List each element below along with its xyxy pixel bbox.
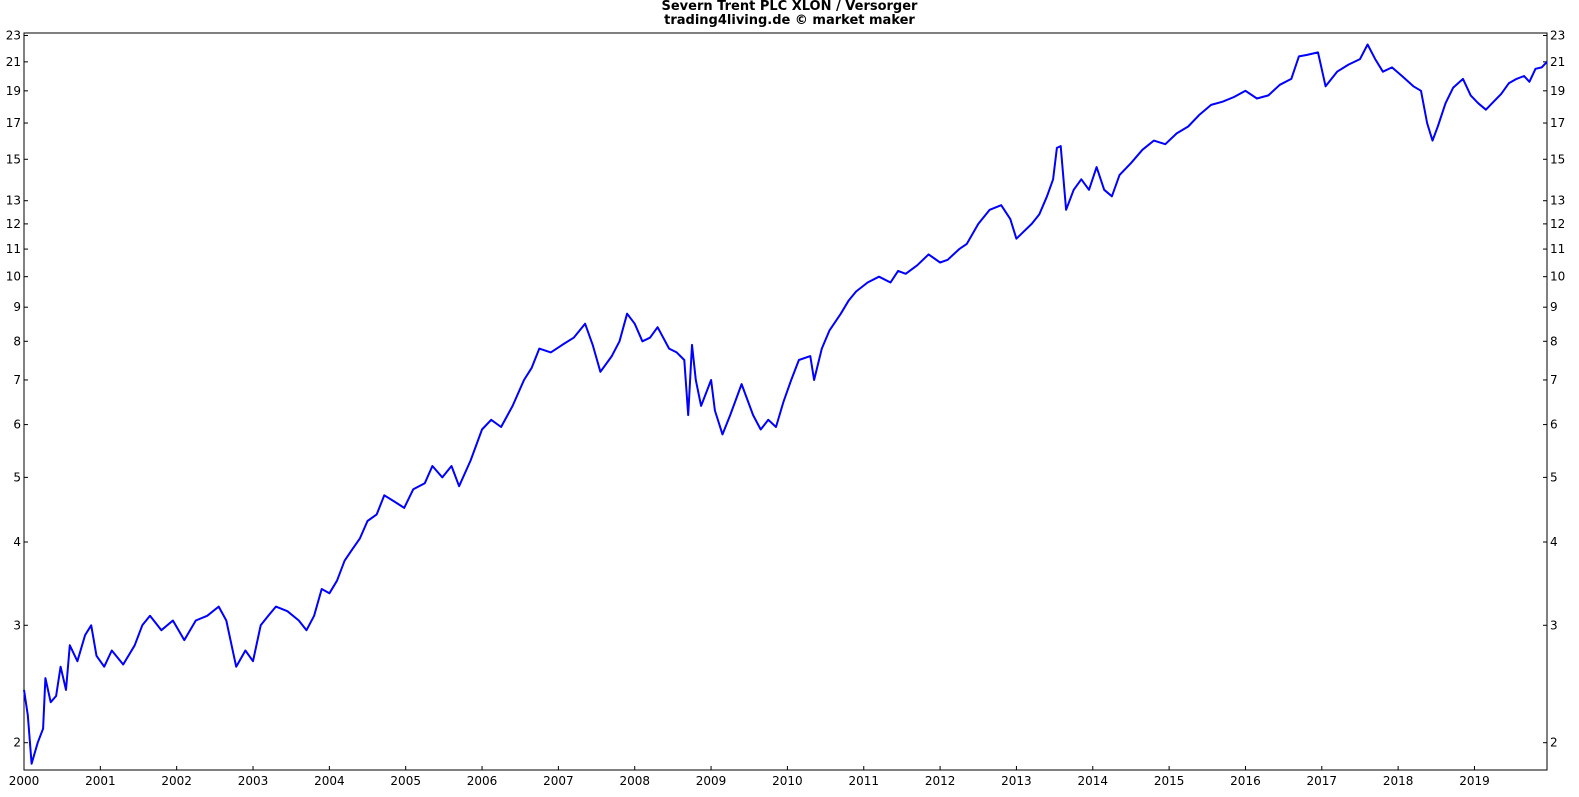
- y-tick-label-left: 12: [6, 217, 21, 231]
- x-axis: 2000 2001 2002 2003 2004 2005 2006 2007 2008 2009…: [9, 766, 1490, 788]
- x-tick-label: 2001: [85, 774, 116, 788]
- y-tick-label-right: 9: [1550, 300, 1558, 314]
- x-tick-label: 2000: [9, 774, 40, 788]
- x-tick-label: 2008: [619, 774, 650, 788]
- y-tick-label-right: 6: [1550, 418, 1558, 432]
- x-tick-label: 2019: [1459, 774, 1490, 788]
- x-tick-label: 2007: [543, 774, 574, 788]
- y-tick-label-left: 3: [13, 618, 21, 632]
- x-tick-label: 2017: [1307, 774, 1338, 788]
- y-tick-label-left: 13: [6, 194, 21, 208]
- x-tick-label: 2013: [1001, 774, 1032, 788]
- y-tick-label-right: 11: [1550, 242, 1565, 256]
- y-tick-label-left: 7: [13, 373, 21, 387]
- x-tick-label: 2006: [467, 774, 498, 788]
- x-tick-label: 2012: [925, 774, 956, 788]
- x-tick-label: 2015: [1154, 774, 1185, 788]
- y-tick-label-right: 17: [1550, 116, 1565, 130]
- plot-frame: [23, 32, 1548, 771]
- y-tick-label-left: 23: [6, 29, 21, 43]
- y-tick-label-right: 7: [1550, 373, 1558, 387]
- y-tick-label-left: 9: [13, 300, 21, 314]
- y-tick-label-left: 5: [13, 470, 21, 484]
- x-tick-label: 2011: [848, 774, 879, 788]
- x-tick-label: 2009: [696, 774, 727, 788]
- y-tick-label-right: 4: [1550, 535, 1558, 549]
- y-tick-label-right: 15: [1550, 152, 1565, 166]
- y-tick-label-right: 12: [1550, 217, 1565, 231]
- y-tick-label-left: 15: [6, 152, 21, 166]
- chart-title: Severn Trent PLC XLON / Versorger: [661, 0, 918, 14]
- chart-subtitle: trading4living.de © market maker: [664, 13, 915, 28]
- y-tick-label-right: 8: [1550, 334, 1558, 348]
- y-tick-label-right: 10: [1550, 270, 1565, 284]
- x-tick-label: 2004: [314, 774, 345, 788]
- x-tick-label: 2003: [238, 774, 269, 788]
- y-tick-label-left: 11: [6, 242, 21, 256]
- y-tick-label-right: 3: [1550, 618, 1558, 632]
- y-tick-label-left: 10: [6, 270, 21, 284]
- y-tick-label-left: 2: [13, 736, 21, 750]
- y-tick-label-right: 2: [1550, 736, 1558, 750]
- x-tick-label: 2014: [1077, 774, 1108, 788]
- x-tick-label: 2010: [772, 774, 803, 788]
- x-tick-label: 2005: [390, 774, 421, 788]
- y-tick-label-left: 4: [13, 535, 21, 549]
- y-tick-label-right: 19: [1550, 84, 1565, 98]
- x-tick-label: 2018: [1383, 774, 1414, 788]
- y-tick-label-left: 8: [13, 334, 21, 348]
- y-tick-label-right: 21: [1550, 55, 1565, 69]
- y-tick-label-right: 5: [1550, 470, 1558, 484]
- price-series-line: [23, 43, 1548, 765]
- y-tick-label-right: 13: [1550, 194, 1565, 208]
- y-tick-label-right: 23: [1550, 29, 1565, 43]
- x-tick-label: 2002: [161, 774, 192, 788]
- y-tick-label-left: 19: [6, 84, 21, 98]
- y-tick-label-left: 21: [6, 55, 21, 69]
- x-tick-label: 2016: [1230, 774, 1261, 788]
- y-tick-label-left: 17: [6, 116, 21, 130]
- y-tick-label-left: 6: [13, 418, 21, 432]
